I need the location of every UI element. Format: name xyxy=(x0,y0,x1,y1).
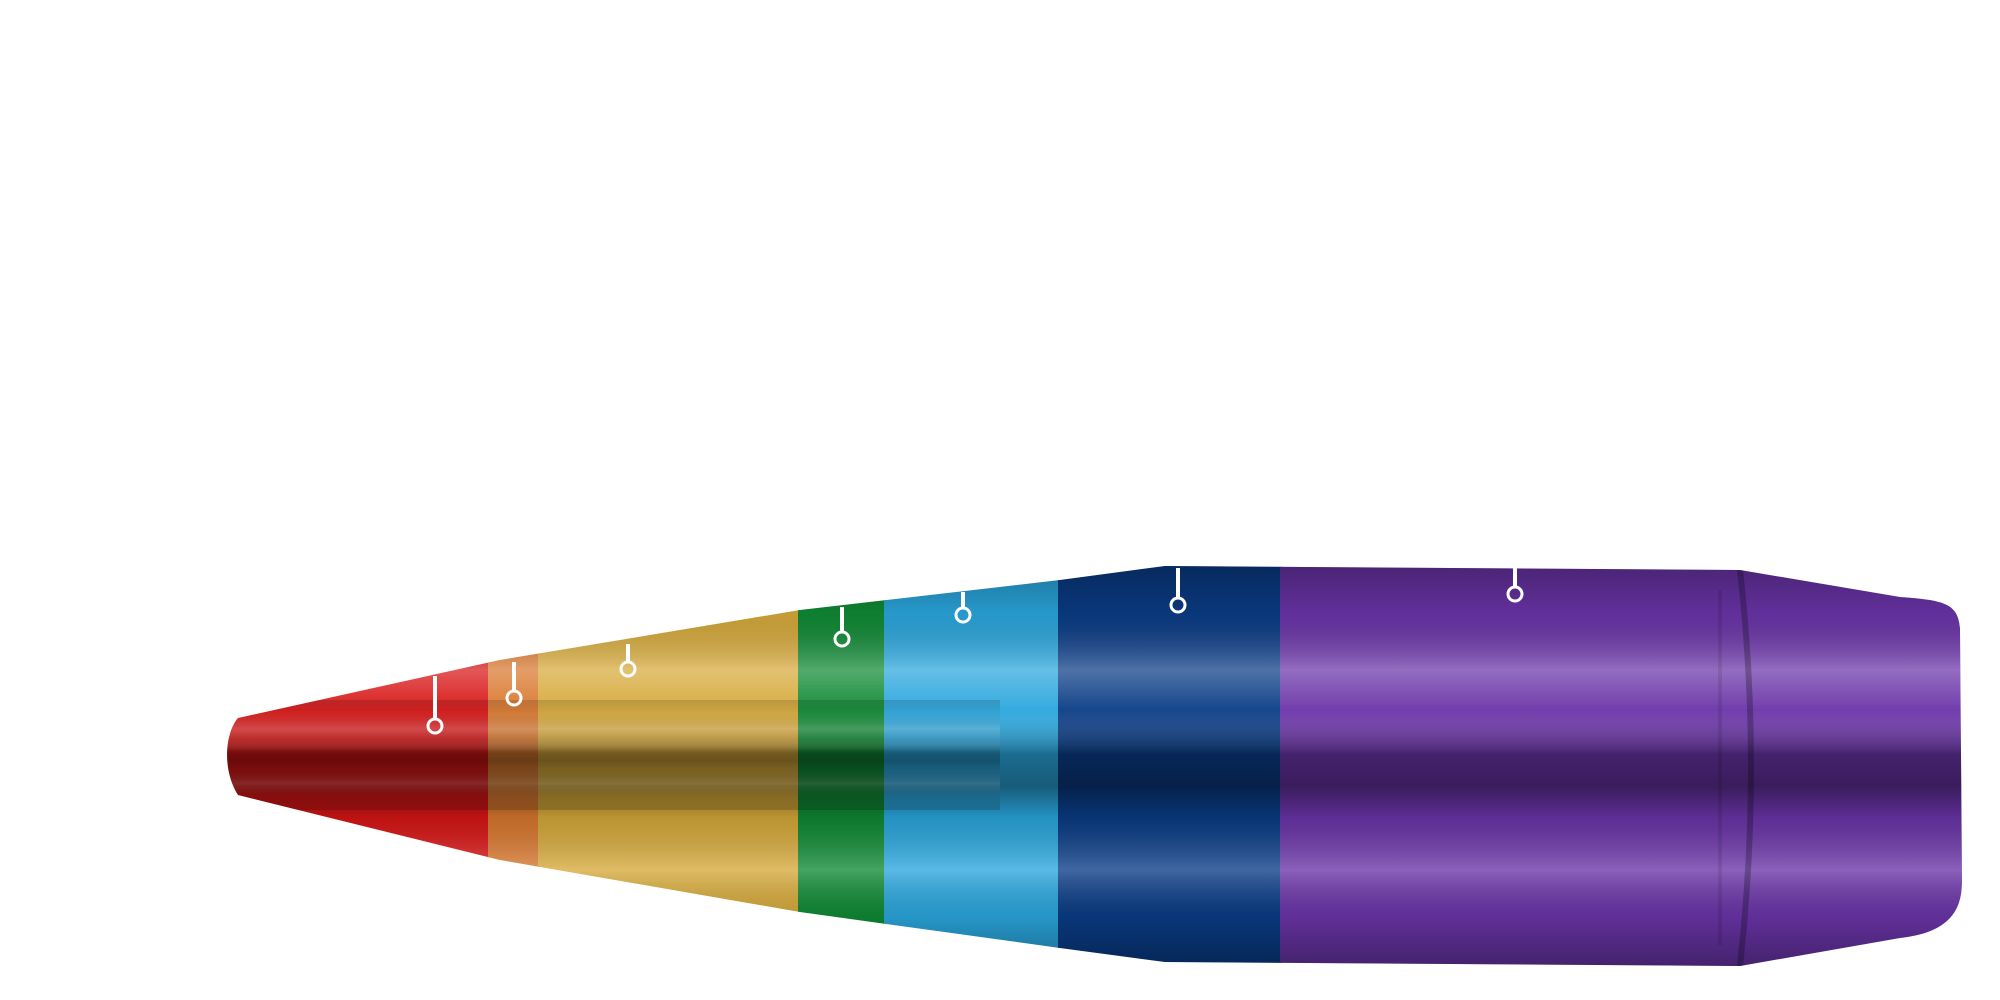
callout-tip xyxy=(426,676,444,735)
callout-band-dark-blue xyxy=(1169,568,1187,614)
callout-markers xyxy=(426,568,1524,735)
callout-band-green xyxy=(833,607,851,648)
callout-ogive-yellow xyxy=(619,644,637,678)
boattail-edge xyxy=(1737,569,1754,966)
callout-ring-orange xyxy=(505,662,523,707)
bullet-body xyxy=(227,566,1962,966)
callout-body-purple xyxy=(1506,568,1524,603)
callout-band-light-blue xyxy=(954,592,972,624)
bullet-shading-tip xyxy=(227,700,1000,810)
